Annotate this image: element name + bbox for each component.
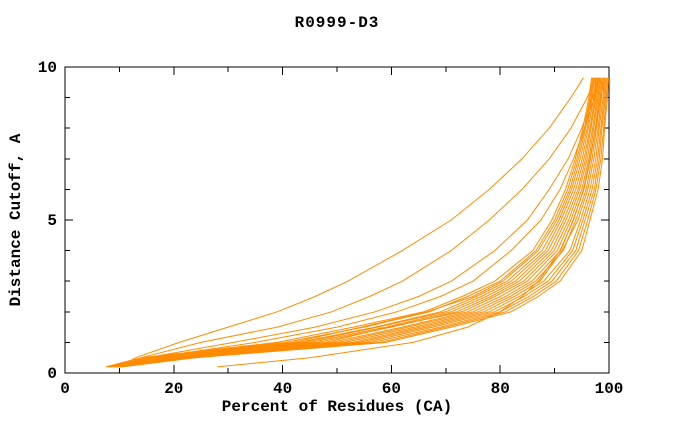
model-curve <box>122 77 609 368</box>
y-tick-label: 5 <box>47 212 57 230</box>
model-curve <box>116 77 603 368</box>
model-curve <box>119 77 607 368</box>
model-curve <box>105 77 593 368</box>
model-curve <box>119 77 584 368</box>
model-curve <box>113 77 601 368</box>
model-curve <box>117 77 604 368</box>
model-curve <box>113 77 599 368</box>
model-curve <box>112 77 600 368</box>
model-curve <box>108 77 596 368</box>
x-tick-label: 100 <box>595 380 624 398</box>
x-axis-label: Percent of Residues (CA) <box>221 398 453 416</box>
model-curve <box>120 77 608 368</box>
x-tick-label: 40 <box>273 380 292 398</box>
x-tick-label: 80 <box>491 380 510 398</box>
model-curve <box>106 77 594 368</box>
model-curve <box>118 77 605 368</box>
model-curve <box>118 77 606 368</box>
x-tick-label: 0 <box>60 380 70 398</box>
chart-title: R0999-D3 <box>294 14 380 32</box>
model-curve <box>110 77 597 368</box>
model-curve <box>110 77 597 368</box>
model-curve <box>107 77 595 368</box>
model-curve <box>113 77 600 368</box>
model-curve <box>217 77 606 368</box>
x-tick-label: 60 <box>382 380 401 398</box>
model-curve <box>116 77 596 368</box>
x-tick-label: 20 <box>164 380 183 398</box>
model-curve <box>111 77 599 368</box>
model-curve <box>114 77 602 368</box>
y-tick-label: 10 <box>38 59 57 77</box>
y-tick-label: 0 <box>47 365 57 383</box>
